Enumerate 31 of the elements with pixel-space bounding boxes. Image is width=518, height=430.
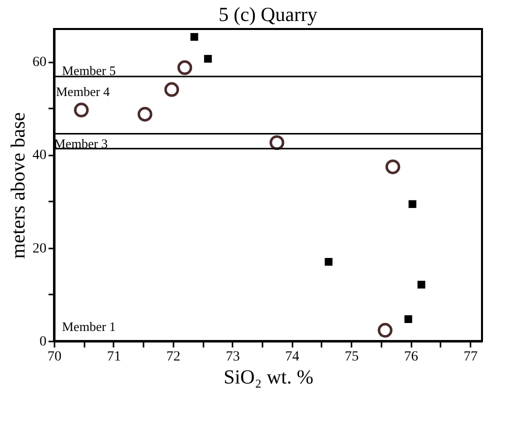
annotation: Member 5 [62,63,116,78]
y-tick-label: 40 [32,148,46,164]
point [164,82,180,97]
annotation: Member 4 [56,84,110,99]
point [177,60,192,76]
y-tick-label: 0 [40,334,46,350]
y-tick-label: 20 [32,241,46,256]
x-tick-label: 76 [404,350,418,364]
annotation: Member 1 [62,319,116,334]
point [404,315,412,323]
point [204,54,212,63]
point [74,102,89,118]
point [385,159,400,174]
x-tick-label: 73 [226,350,240,364]
point [417,280,426,289]
point [138,106,152,122]
x-tick-label: 72 [166,350,180,364]
y-tick-label: 60 [32,55,46,70]
point [324,258,333,266]
annotation: Member 3 [54,136,108,151]
x-tick-label: 74 [285,350,300,364]
chart-title: 5 (c) Quarry [218,4,318,26]
x-tick-label: 77 [464,350,478,364]
x-tick-label: 70 [48,350,62,364]
point [408,200,416,208]
y-axis-title: meters above base [8,112,30,259]
x-axis-title: SiO₂ wt. % [224,366,314,388]
x-tick-label: 71 [106,350,121,364]
point [378,322,392,338]
point [190,33,198,41]
x-tick-label: 75 [344,350,359,364]
